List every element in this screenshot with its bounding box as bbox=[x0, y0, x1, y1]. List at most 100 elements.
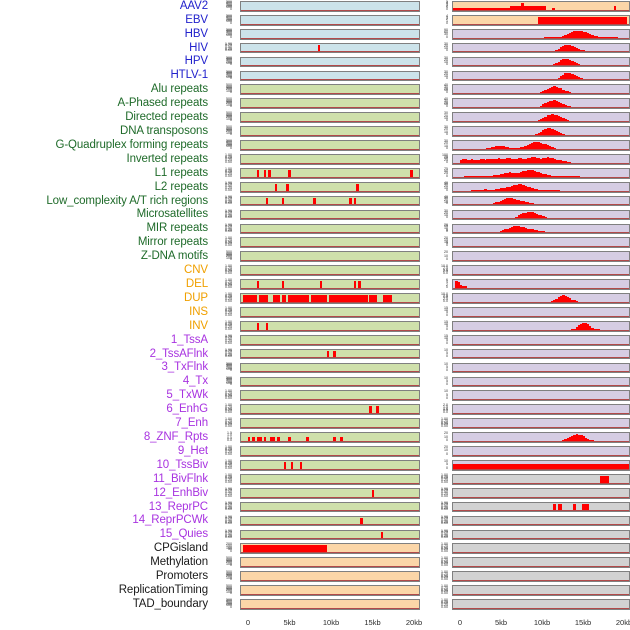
axis-tick-label: 4 bbox=[446, 1, 448, 6]
data-bar bbox=[566, 296, 570, 303]
axis-tick-label: 0.00 bbox=[225, 312, 232, 317]
axis-tick-label: 300 bbox=[226, 600, 232, 605]
axis-tick-label: 0.25 bbox=[225, 464, 232, 469]
axis-tick-label: 1.00 bbox=[441, 556, 448, 561]
axis-tick-label: 0.75 bbox=[225, 516, 232, 521]
axis-tick-label: 20 bbox=[444, 184, 448, 189]
data-bar bbox=[551, 128, 554, 136]
data-bar bbox=[579, 49, 583, 53]
axis-tick-label: 0.50 bbox=[225, 406, 232, 411]
data-bar bbox=[539, 158, 543, 164]
data-bar bbox=[510, 172, 514, 178]
axis-tick-label: 0.50 bbox=[225, 156, 232, 161]
track-plot-area bbox=[453, 58, 629, 67]
axis-tick-label: 0 bbox=[446, 62, 448, 67]
data-bar bbox=[337, 295, 341, 303]
data-bar bbox=[512, 6, 515, 11]
axis-tick-label: 10 bbox=[444, 129, 448, 134]
axis-tick-label: 0.75 bbox=[225, 418, 232, 423]
data-bar bbox=[517, 200, 521, 206]
data-bar bbox=[274, 295, 278, 303]
axis-tick-group: 20 15 10 5 0 bbox=[424, 223, 448, 235]
data-bar bbox=[582, 436, 585, 442]
data-bar bbox=[537, 133, 541, 136]
data-bar bbox=[243, 545, 246, 554]
data-bar bbox=[546, 157, 550, 164]
data-bar bbox=[530, 142, 534, 150]
data-bar bbox=[306, 295, 309, 303]
data-bar bbox=[502, 173, 505, 178]
data-bar bbox=[530, 203, 534, 206]
track-baseline bbox=[453, 51, 629, 53]
data-bar bbox=[385, 295, 388, 303]
axis-tick-label: 0.25 bbox=[225, 46, 232, 51]
axis-tick-label: 3 bbox=[446, 15, 448, 20]
track-panel bbox=[240, 28, 420, 40]
axis-tick-group: 500 400 300 200 100 0 bbox=[208, 56, 232, 68]
axis-tick-label: 0.50 bbox=[441, 601, 448, 606]
track-plot-area bbox=[241, 294, 419, 303]
axis-tick-label: 5 bbox=[446, 392, 448, 397]
track-baseline bbox=[453, 343, 629, 345]
track-panel bbox=[452, 28, 630, 40]
track-panel bbox=[452, 543, 630, 555]
data-bar bbox=[615, 16, 619, 25]
track-plot-area bbox=[453, 405, 629, 415]
data-bar bbox=[274, 545, 278, 554]
axis-tick-group: 1.00 0.75 0.50 0.25 0.00 bbox=[208, 390, 232, 401]
data-bar bbox=[502, 146, 505, 150]
data-bar bbox=[519, 200, 523, 206]
axis-tick-label: 30 bbox=[444, 99, 448, 104]
axis-tick-label: 0.50 bbox=[225, 198, 232, 203]
data-bar bbox=[245, 295, 249, 303]
axis-tick-label: 0 bbox=[446, 76, 448, 81]
data-bar bbox=[508, 197, 512, 206]
track-panel bbox=[240, 140, 420, 151]
data-bar bbox=[620, 16, 623, 25]
data-bar bbox=[595, 16, 599, 25]
data-bar bbox=[315, 295, 318, 303]
axis-tick-label: 200 bbox=[226, 17, 232, 22]
row-label-z-dna-motifs: Z-DNA motifs bbox=[140, 250, 208, 263]
axis-tick-label: 0 bbox=[230, 90, 232, 95]
axis-tick-group: 10.0 7.5 5.0 2.5 0.0 bbox=[424, 292, 448, 304]
axis-tick-label: 100 bbox=[226, 144, 232, 149]
data-bar bbox=[562, 74, 565, 81]
axis-tick-label: 0.00 bbox=[225, 298, 232, 303]
data-bar bbox=[526, 186, 530, 192]
data-bar bbox=[579, 323, 583, 331]
axis-tick-label: 0.50 bbox=[225, 239, 232, 244]
axis-tick-label: 300 bbox=[226, 586, 232, 591]
data-bar bbox=[505, 7, 509, 11]
axis-tick-label: 0.75 bbox=[441, 516, 448, 521]
track-plot-area bbox=[241, 113, 419, 122]
data-bar bbox=[360, 295, 363, 303]
track-baseline bbox=[241, 176, 419, 178]
axis-tick-label: 0.00 bbox=[441, 479, 448, 484]
data-bar bbox=[575, 30, 579, 39]
data-bar bbox=[562, 89, 565, 95]
data-bar bbox=[582, 16, 585, 25]
axis-tick-label: 0.50 bbox=[441, 573, 448, 578]
track-panel bbox=[452, 390, 630, 402]
data-bar bbox=[593, 16, 596, 25]
data-bar bbox=[328, 295, 332, 303]
data-bar bbox=[553, 64, 556, 67]
axis-tick-label: 300 bbox=[226, 2, 232, 7]
data-bar bbox=[497, 463, 501, 470]
axis-tick-label: 300 bbox=[226, 30, 232, 35]
track-baseline bbox=[241, 148, 419, 150]
data-bar bbox=[371, 295, 375, 303]
axis-tick-label: 2.0 bbox=[443, 403, 448, 408]
track-plot-area bbox=[241, 99, 419, 109]
track-plot-area bbox=[453, 113, 629, 122]
axis-tick-group: 1.5 1.0 0.5 0.0 bbox=[208, 432, 232, 443]
axis-tick-group: 1.00 0.75 0.50 0.25 0.00 bbox=[424, 418, 448, 429]
data-bar bbox=[535, 157, 538, 164]
axis-tick-label: 100 bbox=[226, 60, 232, 65]
track-plot-area bbox=[453, 225, 629, 234]
axis-tick-label: 0.25 bbox=[225, 450, 232, 455]
data-bar bbox=[586, 16, 590, 25]
axis-tick-label: 1.00 bbox=[225, 333, 232, 338]
data-bar bbox=[503, 7, 507, 11]
